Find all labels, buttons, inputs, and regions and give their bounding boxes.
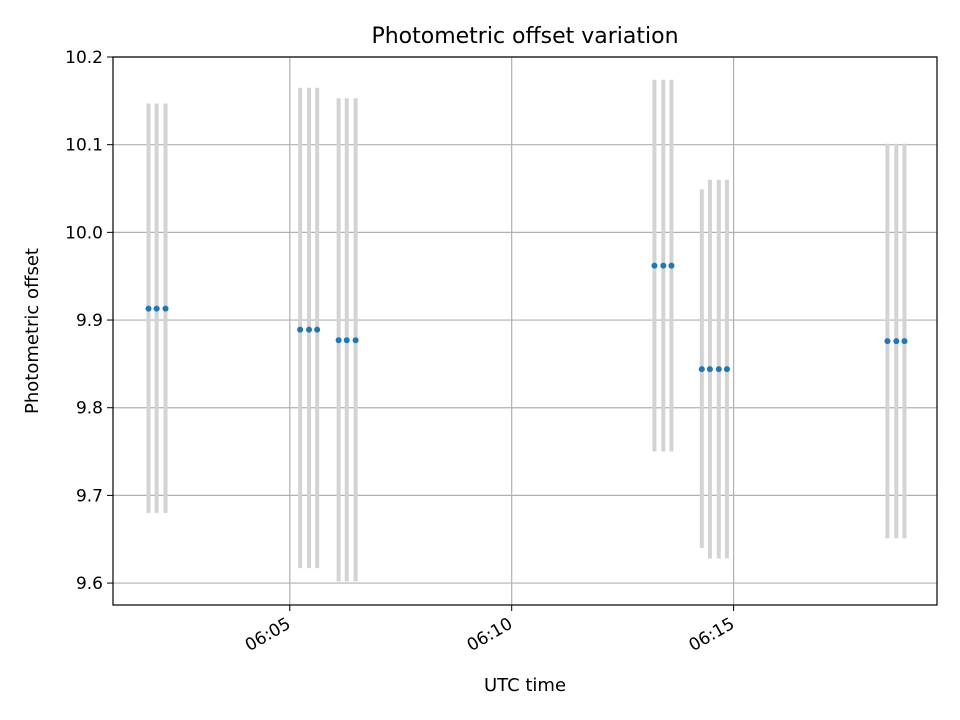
data-point	[893, 338, 899, 344]
x-axis-label: UTC time	[484, 675, 566, 696]
data-point	[660, 263, 666, 269]
data-point	[716, 366, 722, 372]
data-point	[707, 366, 713, 372]
data-point	[724, 366, 730, 372]
y-tick-label: 10.2	[65, 48, 103, 68]
y-tick-label: 9.9	[76, 311, 103, 331]
data-point	[336, 337, 342, 343]
data-point	[297, 327, 303, 333]
data-point	[154, 306, 160, 312]
data-point	[699, 366, 705, 372]
data-point	[353, 337, 359, 343]
y-tick-label: 10.1	[65, 136, 103, 156]
data-point	[344, 337, 350, 343]
y-tick-label: 9.8	[76, 399, 103, 419]
data-point	[163, 306, 169, 312]
data-point	[668, 263, 674, 269]
chart-title: Photometric offset variation	[371, 24, 678, 49]
data-point	[651, 263, 657, 269]
data-point	[884, 338, 890, 344]
data-point	[306, 327, 312, 333]
y-tick-label: 10.0	[65, 223, 103, 243]
y-tick-label: 9.7	[76, 486, 103, 506]
data-point	[901, 338, 907, 344]
data-point	[314, 327, 320, 333]
y-axis-label: Photometric offset	[22, 248, 43, 414]
y-tick-label: 9.6	[76, 574, 103, 594]
data-point	[146, 306, 152, 312]
